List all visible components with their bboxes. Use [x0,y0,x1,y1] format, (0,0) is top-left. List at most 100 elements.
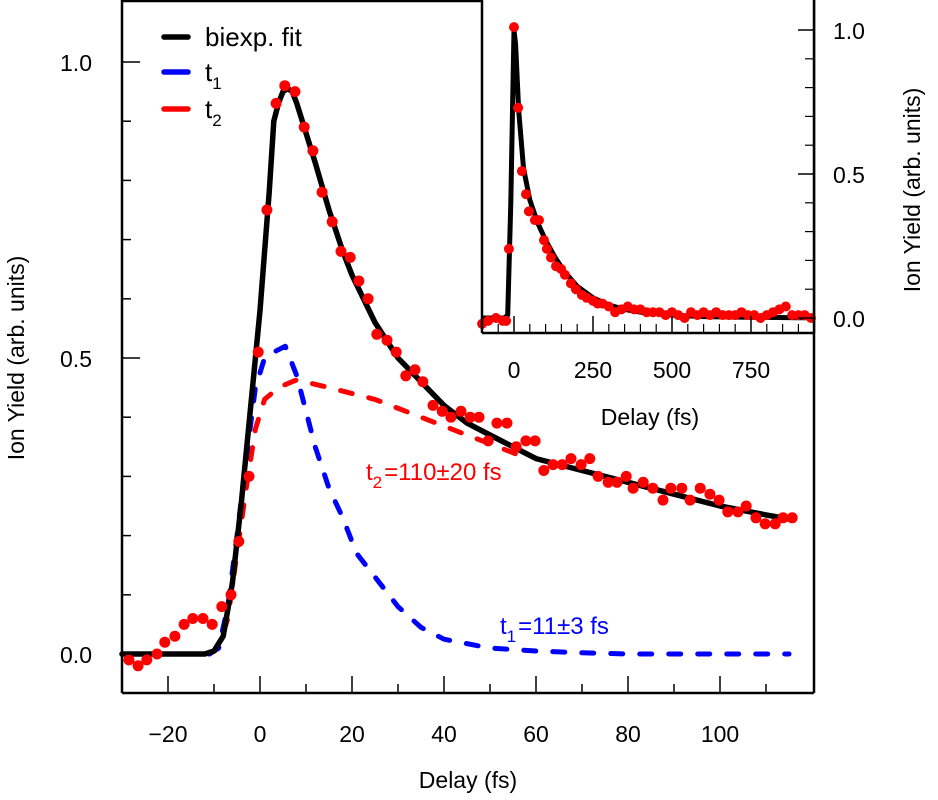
data-point [216,601,228,613]
data-point [647,482,659,494]
legend-entry: t1 [161,57,222,93]
data-point [538,465,550,476]
data-point [482,435,494,447]
data-point [786,512,798,524]
inset-plot: 0 250 500 750 0.0 0.5 1.0 Delay (fs) Ion Yield… [477,0,925,430]
data-point [627,482,639,494]
data-point [243,470,255,482]
data-point [732,506,744,518]
annotation-symbol: t [500,613,507,640]
legend-label-subscript: 1 [212,74,221,93]
data-point [123,654,135,666]
inset-x-tick-label: 500 [653,357,691,383]
data-point [529,435,541,447]
x-tick-label: 80 [615,721,641,747]
annotation-value: =11±3 fs [518,613,609,640]
data-point [381,334,393,346]
inset-data-point [541,243,552,254]
x-tick-label: 0 [254,721,267,747]
data-point [473,411,485,423]
data-point [225,589,237,601]
main-series-layer [119,80,798,672]
inset-x-tick-label: 0 [508,357,521,383]
annotation-subscript: 2 [373,473,382,492]
data-point [326,216,338,228]
data-point [279,80,291,92]
x-tick-label: −20 [148,721,187,747]
data-point [159,636,171,648]
data-point [565,453,577,465]
inset-y-tick-label: 0.0 [833,306,865,332]
data-point [353,275,365,287]
inset-y-tick-label: 0.5 [833,162,865,188]
data-point [777,512,789,524]
inset-data-point [546,252,556,263]
legend-label: t1 [205,57,222,93]
inset-data-point [534,215,544,226]
x-tick-label: 40 [431,721,457,747]
y-tick-label: 1.0 [60,50,92,76]
y-tick-label: 0.5 [60,346,92,372]
data-point [694,482,706,494]
legend-label: biexp. fit [205,22,303,52]
inset-background [482,0,814,333]
annotation-subscript: 1 [507,627,516,646]
data-point [289,86,301,98]
data-point [187,613,199,624]
inset-series-layer [477,22,816,329]
data-point [556,459,568,471]
data-point [390,346,402,358]
inset-data-point [483,315,494,326]
data-point [371,328,383,340]
data-point [252,346,264,358]
y-tick-label: 0.0 [60,642,92,668]
main-x-axis-title: Delay (fs) [419,767,517,793]
data-point [417,376,429,388]
inset-data-point [509,22,519,33]
data-point [316,186,328,198]
data-point [722,506,734,518]
inset-y-axis-title: Ion Yield (arb. units) [899,88,925,293]
data-point [704,488,716,500]
data-point [344,251,356,263]
inset-data-point [539,235,549,246]
data-point [270,97,282,109]
inset-data-point [559,269,570,280]
inset-data-point [523,206,534,217]
data-point [611,476,623,488]
data-point [427,399,439,411]
inset-y-tick-label: 1.0 [833,18,865,44]
inset-data-point [679,313,690,323]
data-point [620,470,632,482]
data-point [445,411,457,423]
data-point [491,417,503,429]
legend-label-subscript: 2 [212,111,221,130]
annotation-symbol: t [366,459,373,486]
inset-data-point [521,189,531,200]
data-point [602,476,614,488]
x-tick-label: 60 [523,721,549,747]
data-point [592,470,604,482]
inset-data-point [780,301,791,312]
inset-x-tick-label: 250 [574,357,612,383]
data-point [464,411,476,423]
data-point [151,648,163,660]
data-point [169,630,181,642]
data-point [307,145,319,157]
inset-data-point [513,102,524,113]
inset-data-point [501,315,512,326]
data-point [676,482,688,494]
data-point [298,121,310,133]
legend-label: t2 [205,94,222,130]
x-tick-label: 100 [701,721,739,747]
data-point [584,453,596,465]
data-point [657,494,669,506]
x-tick-label: 20 [339,721,365,747]
data-point [261,204,273,216]
data-point [132,660,144,672]
data-point [520,435,532,447]
